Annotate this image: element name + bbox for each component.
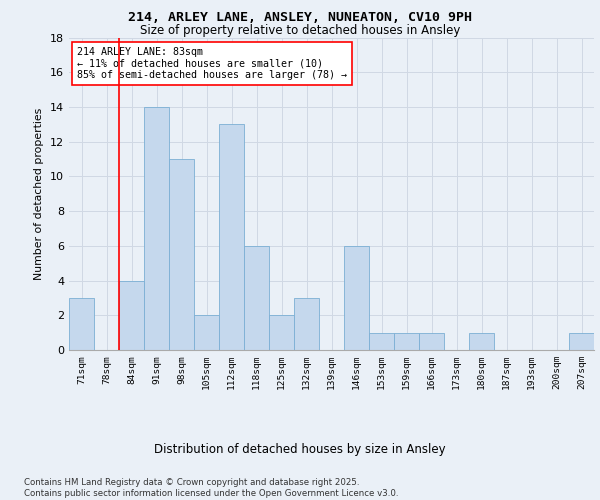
Text: Size of property relative to detached houses in Ansley: Size of property relative to detached ho… bbox=[140, 24, 460, 37]
Bar bbox=[419, 332, 444, 350]
Text: 214, ARLEY LANE, ANSLEY, NUNEATON, CV10 9PH: 214, ARLEY LANE, ANSLEY, NUNEATON, CV10 … bbox=[128, 11, 472, 24]
Bar bbox=[369, 332, 394, 350]
Bar bbox=[569, 332, 594, 350]
Bar bbox=[294, 298, 319, 350]
Bar bbox=[194, 316, 219, 350]
Bar bbox=[269, 316, 294, 350]
Bar bbox=[344, 246, 369, 350]
Bar bbox=[169, 159, 194, 350]
Y-axis label: Number of detached properties: Number of detached properties bbox=[34, 108, 44, 280]
Bar bbox=[469, 332, 494, 350]
Text: 214 ARLEY LANE: 83sqm
← 11% of detached houses are smaller (10)
85% of semi-deta: 214 ARLEY LANE: 83sqm ← 11% of detached … bbox=[77, 47, 347, 80]
Bar bbox=[144, 107, 169, 350]
Bar bbox=[219, 124, 244, 350]
Bar bbox=[119, 280, 144, 350]
Text: Contains HM Land Registry data © Crown copyright and database right 2025.
Contai: Contains HM Land Registry data © Crown c… bbox=[24, 478, 398, 498]
Bar bbox=[244, 246, 269, 350]
Bar bbox=[394, 332, 419, 350]
Text: Distribution of detached houses by size in Ansley: Distribution of detached houses by size … bbox=[154, 442, 446, 456]
Bar bbox=[69, 298, 94, 350]
